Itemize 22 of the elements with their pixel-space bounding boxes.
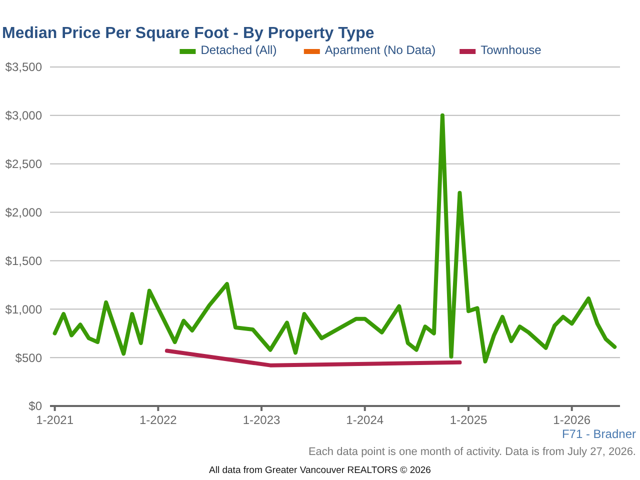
line-series bbox=[52, 113, 617, 364]
text: All data from Greater Vancouver REALTORS © 2026 bbox=[209, 465, 431, 476]
y-tick-label: $1,000 bbox=[5, 302, 42, 316]
text: Each data point is one month of activity. Data is from July 27, 2026. bbox=[308, 446, 636, 458]
chart-title: Median Price Per Square Foot - By Property Type bbox=[2, 25, 374, 42]
legend-label: Apartment (No Data) bbox=[324, 43, 436, 57]
x-tick-label: 1-2025 bbox=[450, 413, 488, 427]
x-tick-label: 1-2022 bbox=[139, 413, 178, 427]
y-tick-label: $500 bbox=[15, 350, 42, 365]
y-tick-label: $2,000 bbox=[5, 205, 42, 220]
text: F71 - Bradner bbox=[562, 427, 636, 441]
y-tick-label: $0 bbox=[28, 399, 42, 414]
x-tick-label: 1-2024 bbox=[346, 413, 384, 427]
x-tick-label: 1-2026 bbox=[553, 413, 591, 427]
y-tick-label: $1,500 bbox=[5, 254, 42, 268]
x-tick-label: 1-2023 bbox=[242, 413, 281, 427]
y-tick-label: $3,500 bbox=[5, 60, 42, 74]
x-tick-label: 1-2021 bbox=[36, 413, 74, 427]
legend-label: Detached (All) bbox=[200, 43, 277, 57]
y-tick-label: $3,000 bbox=[5, 108, 42, 123]
legend-label: Townhouse bbox=[480, 43, 542, 57]
y-tick-label: $2,500 bbox=[5, 157, 42, 172]
